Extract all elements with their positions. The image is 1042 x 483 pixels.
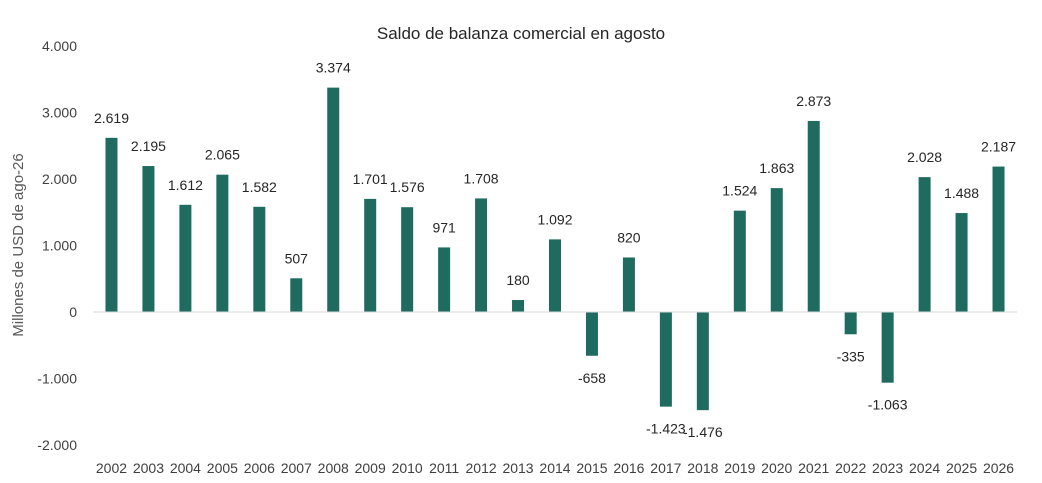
data-label: 1.701 xyxy=(353,171,388,187)
x-tick-label: 2008 xyxy=(318,460,349,476)
bar-2015 xyxy=(585,312,598,356)
y-tick-label: -1.000 xyxy=(37,371,77,387)
x-tick-label: 2014 xyxy=(539,460,570,476)
x-tick-label: 2003 xyxy=(133,460,164,476)
x-tick-label: 2015 xyxy=(576,460,607,476)
data-label: 1.582 xyxy=(242,179,277,195)
bar-2005 xyxy=(216,174,229,312)
data-label: 1.092 xyxy=(537,211,572,227)
bar-2003 xyxy=(142,166,155,312)
x-tick-label: 2004 xyxy=(170,460,201,476)
data-label: -658 xyxy=(578,370,606,386)
bar-2002 xyxy=(105,137,118,312)
y-axis: 4.000 3.000 2.000 1.000 0 -1.000 -2.000 xyxy=(37,38,77,453)
bar-2025 xyxy=(955,213,968,312)
bar-2019 xyxy=(733,210,746,312)
bar-2022 xyxy=(844,312,857,335)
data-label: 180 xyxy=(506,272,530,288)
data-label: 1.576 xyxy=(390,179,425,195)
y-tick-label: 0 xyxy=(69,304,77,320)
data-label: 2.028 xyxy=(907,149,942,165)
x-tick-label: 2022 xyxy=(835,460,866,476)
data-label: -1.063 xyxy=(868,397,908,413)
y-tick-label: 3.000 xyxy=(42,105,77,121)
x-tick-label: 2016 xyxy=(613,460,644,476)
data-label: 507 xyxy=(285,250,309,266)
bar-2026 xyxy=(992,166,1005,312)
x-axis: 2002 2003 2004 2005 2006 2007 2008 2009 2010 2011… xyxy=(96,460,1014,476)
x-tick-label: 2002 xyxy=(96,460,127,476)
x-tick-label: 2021 xyxy=(798,460,829,476)
y-tick-label: 4.000 xyxy=(42,38,77,54)
data-label: 1.488 xyxy=(944,185,979,201)
bar-2010 xyxy=(401,207,414,312)
x-tick-label: 2018 xyxy=(687,460,718,476)
data-label: 820 xyxy=(617,229,641,245)
x-tick-label: 2023 xyxy=(872,460,903,476)
x-tick-label: 2025 xyxy=(946,460,977,476)
bar-2016 xyxy=(622,257,635,312)
bar-2018 xyxy=(696,312,709,411)
bar-2014 xyxy=(549,239,561,312)
x-tick-label: 2005 xyxy=(207,460,238,476)
bar-2024 xyxy=(918,177,931,312)
data-label: 3.374 xyxy=(316,60,351,76)
bar-2004 xyxy=(179,204,192,312)
data-label: 1.863 xyxy=(759,160,794,176)
data-label: 1.708 xyxy=(464,170,499,186)
data-label: -1.476 xyxy=(683,424,723,440)
bar-2017 xyxy=(659,312,672,407)
data-label: 2.065 xyxy=(205,147,240,163)
x-tick-label: 2020 xyxy=(761,460,792,476)
data-label: 1.612 xyxy=(168,177,203,193)
data-label: 2.873 xyxy=(796,93,831,109)
data-label: 1.524 xyxy=(722,183,757,199)
bar-2008 xyxy=(327,87,340,312)
x-tick-label: 2026 xyxy=(983,460,1014,476)
x-tick-label: 2006 xyxy=(244,460,275,476)
y-axis-label: Millones de USD de ago-26 xyxy=(10,153,27,336)
bar-2012 xyxy=(475,198,488,312)
y-tick-label: 2.000 xyxy=(42,171,77,187)
x-tick-label: 2010 xyxy=(392,460,423,476)
data-label: 971 xyxy=(432,219,456,235)
x-tick-label: 2011 xyxy=(429,460,459,476)
bar-2011 xyxy=(438,247,451,312)
y-tick-label: 1.000 xyxy=(42,238,77,254)
x-tick-label: 2009 xyxy=(355,460,386,476)
bar-2013 xyxy=(512,300,525,312)
bar-2009 xyxy=(364,198,377,312)
data-label: 2.195 xyxy=(131,138,166,154)
x-tick-label: 2007 xyxy=(281,460,312,476)
chart-title: Saldo de balanza comercial en agosto xyxy=(377,24,665,43)
bar-2023 xyxy=(881,312,894,383)
data-label: 2.187 xyxy=(981,139,1016,155)
x-tick-label: 2012 xyxy=(466,460,497,476)
data-label: -1.423 xyxy=(646,421,686,437)
x-tick-label: 2024 xyxy=(909,460,940,476)
bar-2007 xyxy=(290,278,303,312)
x-tick-label: 2013 xyxy=(502,460,533,476)
data-label: 2.619 xyxy=(94,110,129,126)
x-tick-label: 2019 xyxy=(724,460,755,476)
bar-2021 xyxy=(807,120,820,313)
bar-2020 xyxy=(770,188,783,312)
x-tick-label: 2017 xyxy=(650,460,681,476)
y-tick-label: -2.000 xyxy=(37,437,77,453)
bar-2006 xyxy=(253,206,266,312)
data-labels: 2.6192.1951.6122.0651.5825073.3741.7011.… xyxy=(94,60,1016,441)
bar-series xyxy=(105,87,1005,411)
data-label: -335 xyxy=(837,348,865,364)
